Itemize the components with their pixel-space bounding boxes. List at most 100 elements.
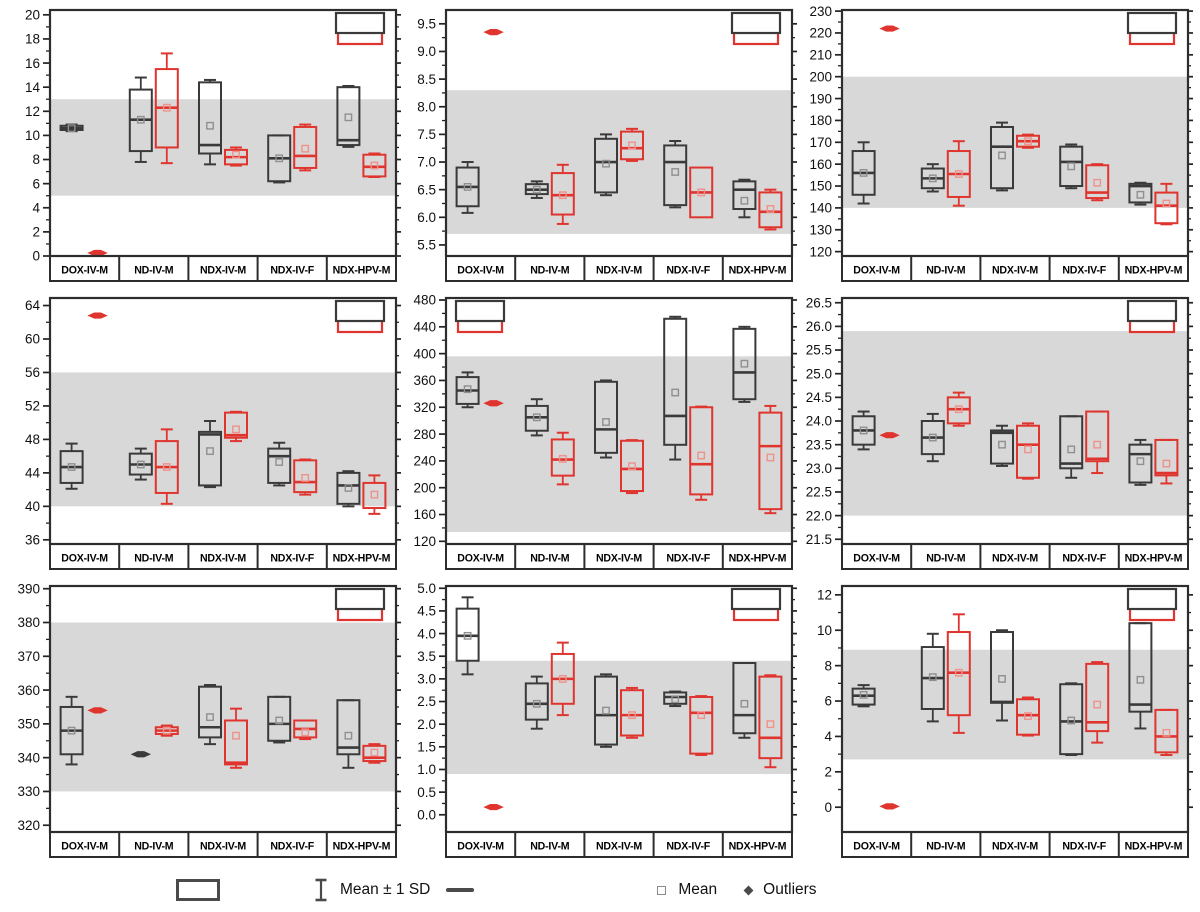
category-row xyxy=(841,543,1189,570)
inset-legend-boxes xyxy=(730,587,782,622)
category-label: ND-IV-M xyxy=(134,265,174,277)
box-red-DOX-IV-M xyxy=(483,803,504,811)
y-tick-label: 160 xyxy=(413,507,436,522)
mean-marker xyxy=(1067,716,1076,725)
box-black-NDX-IV-F xyxy=(1059,143,1084,190)
mean-marker xyxy=(998,675,1006,683)
boxplot-cell-8: 0.0 0.5 1.0 1.5 2.0 2.5 3.0 3.5 4.0 4.5 5.0 DOX-IV-… xyxy=(402,580,798,868)
box-red-NDX-IV-F xyxy=(1085,661,1110,744)
outlier-marker xyxy=(87,707,108,714)
category-label: NDX-IV-M xyxy=(992,265,1038,277)
category-row xyxy=(841,831,1189,858)
box-black-NDX-HPV-M xyxy=(732,325,757,403)
box-red-ND-IV-M xyxy=(946,613,971,734)
box-black-NDX-IV-M xyxy=(990,629,1014,722)
y-tick-label: 23.5 xyxy=(806,437,832,452)
category-label: NDX-IV-M xyxy=(596,553,642,565)
box-red-DOX-IV-M xyxy=(879,803,900,810)
category-label: NDX-IV-F xyxy=(666,841,710,853)
box-black-ND-IV-M xyxy=(128,447,153,481)
box-black-NDX-HPV-M xyxy=(732,178,757,219)
y-tick-label: 390 xyxy=(17,581,40,596)
mean-marker xyxy=(162,726,171,735)
mean-marker xyxy=(344,731,353,740)
category-label: DOX-IV-M xyxy=(457,841,504,853)
box-black-NDX-IV-M xyxy=(990,121,1014,192)
box-black-NDX-HPV-M xyxy=(336,84,361,148)
category-label: ND-IV-M xyxy=(530,265,570,277)
outlier-marker xyxy=(87,249,108,257)
mean-marker xyxy=(1136,190,1145,199)
category-label: NDX-IV-M xyxy=(596,841,642,853)
box-black-DOX-IV-M xyxy=(851,141,876,205)
box-red-NDX-HPV-M xyxy=(1154,438,1179,485)
y-tick-label: 48 xyxy=(25,432,40,447)
box-red-DOX-IV-M xyxy=(879,432,900,439)
box-black-NDX-HPV-M xyxy=(1128,181,1153,206)
category-label: NDX-IV-M xyxy=(992,553,1038,565)
y-tick-label: 0 xyxy=(824,800,832,815)
category-label: NDX-IV-F xyxy=(1062,841,1106,853)
category-label: NDX-IV-F xyxy=(666,553,710,565)
median-line-symbol xyxy=(446,888,475,892)
mean-marker xyxy=(954,668,963,677)
mean-marker xyxy=(301,473,310,482)
mean-marker xyxy=(1067,445,1076,454)
category-label: NDX-IV-M xyxy=(200,265,246,277)
box-red-NDX-IV-F xyxy=(1085,410,1110,475)
category-label: DOX-IV-M xyxy=(61,553,108,565)
y-tick-label: 14 xyxy=(25,80,41,95)
y-tick-label: 2.0 xyxy=(417,717,436,732)
y-tick-label: 230 xyxy=(809,4,832,19)
y-tick-label: 24.5 xyxy=(806,390,832,405)
box-black-ND-IV-M xyxy=(130,751,152,758)
box-black-ND-IV-M xyxy=(524,180,549,199)
y-tick-label: 5.5 xyxy=(417,238,436,253)
mean-marker xyxy=(275,716,284,725)
y-tick-label: 10 xyxy=(817,623,832,638)
mean-marker xyxy=(602,159,610,168)
box-black-DOX-IV-M xyxy=(59,695,84,766)
box-red-DOX-IV-M xyxy=(87,312,108,319)
category-label: ND-IV-M xyxy=(530,841,570,853)
box-black-NDX-IV-F xyxy=(1059,415,1084,479)
y-tick-label: 25.0 xyxy=(806,366,832,381)
outlier-marker xyxy=(879,803,900,810)
y-tick-label: 8.0 xyxy=(417,99,436,114)
category-label: DOX-IV-M xyxy=(61,265,108,277)
box-red-NDX-HPV-M xyxy=(758,674,783,769)
category-label: NDX-HPV-M xyxy=(729,553,787,565)
y-tick-label: 7.5 xyxy=(417,127,436,142)
reference-band xyxy=(446,660,792,775)
category-label: NDX-IV-F xyxy=(270,841,314,853)
box-black-DOX-IV-M xyxy=(59,442,84,490)
category-label: NDX-IV-M xyxy=(200,553,246,565)
y-tick-label: 350 xyxy=(17,717,40,732)
mean-marker xyxy=(1024,445,1032,454)
category-label: NDX-HPV-M xyxy=(333,841,391,853)
outlier-marker xyxy=(87,312,108,319)
boxplot-panel-7: 320 330 340 350 360 370 380 390 DOX-IV-M ND-IV-M N… xyxy=(17,581,401,858)
box-black-NDX-IV-M xyxy=(990,424,1014,467)
y-tick-label: 370 xyxy=(17,649,40,664)
y-tick-label: 190 xyxy=(809,91,832,106)
category-label: DOX-IV-M xyxy=(853,841,900,853)
box-black-DOX-IV-M xyxy=(455,161,480,214)
box-black-NDX-IV-F xyxy=(267,695,292,744)
mean-marker xyxy=(1093,178,1102,187)
outlier-symbol xyxy=(743,885,754,895)
y-tick-label: 0 xyxy=(32,249,40,264)
mean-marker xyxy=(766,720,775,729)
y-tick-label: 64 xyxy=(25,298,41,313)
inset-legend-boxes xyxy=(334,299,386,334)
box-red-NDX-IV-F xyxy=(293,458,318,496)
y-tick-label: 26.0 xyxy=(806,319,832,334)
y-tick-label: 160 xyxy=(809,157,832,172)
mean-marker xyxy=(1162,199,1171,208)
boxplot-cell-9: 0 2 4 6 8 10 12 DOX-IV-M ND-IV-M NDX-IV-M NDX-IV-F… xyxy=(798,580,1194,868)
box-red-NDX-HPV-M xyxy=(362,474,387,515)
category-label: DOX-IV-M xyxy=(457,553,504,565)
box-red-NDX-IV-F xyxy=(689,405,714,501)
mean-marker xyxy=(558,674,567,683)
mean-marker xyxy=(766,205,775,213)
